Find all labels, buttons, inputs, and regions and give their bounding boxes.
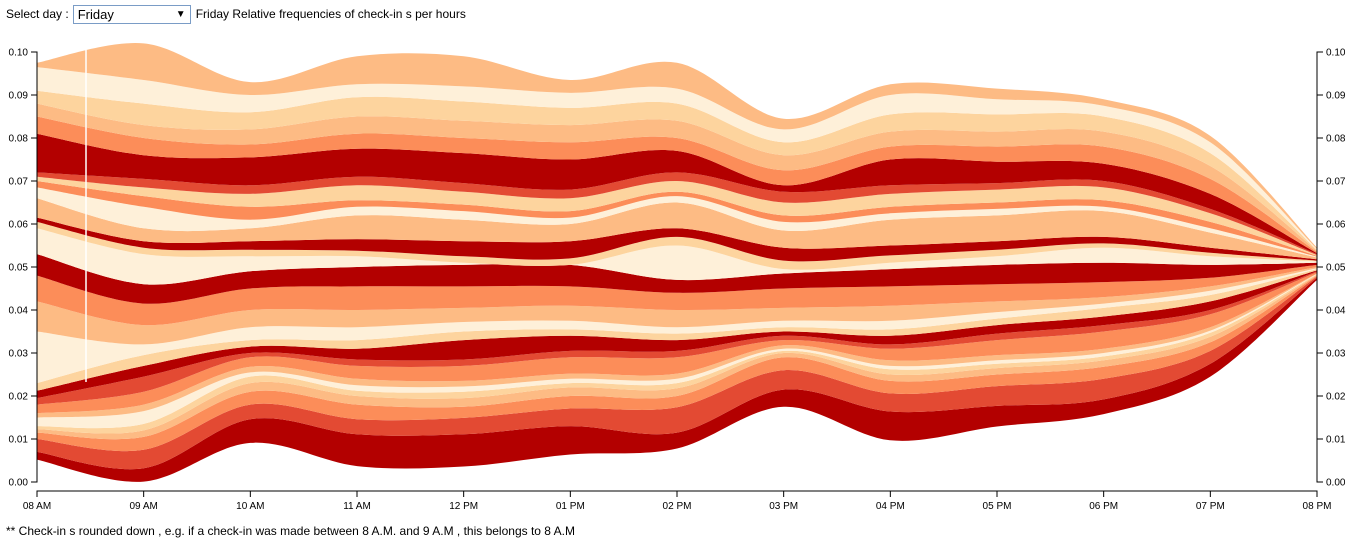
y-tick-label-right: 0.09: [1326, 91, 1346, 102]
stream-layer-13[interactable]: [37, 267, 1317, 345]
x-axis: 08 AM 09 AM 10 AM 11 AM 12 PM 01 PM 02 PM 03 PM…: [23, 490, 1332, 512]
y-tick-label-right: 0.02: [1326, 392, 1346, 403]
stream-layer-7[interactable]: [37, 273, 1317, 418]
y-tick-label-right: 0.07: [1326, 177, 1346, 188]
y-tick-label-right: 0.08: [1326, 134, 1346, 145]
stream-layer-2[interactable]: [37, 276, 1317, 470]
stream-layer-23[interactable]: [37, 172, 1317, 255]
stream-layer-18[interactable]: [37, 217, 1317, 262]
x-tick-label: 05 PM: [983, 501, 1012, 512]
y-tick-label-left: 0.02: [9, 392, 29, 403]
stream-layer-19[interactable]: [37, 198, 1317, 260]
x-tick-label: 04 PM: [876, 501, 905, 512]
y-tick-label-left: 0.09: [9, 91, 29, 102]
stream-layer-4[interactable]: [37, 274, 1317, 440]
dropdown-arrow-icon: ▼: [175, 8, 186, 20]
day-select[interactable]: Friday ▼: [72, 4, 191, 24]
y-tick-label-right: 0.06: [1326, 220, 1346, 231]
y-tick-label-right: 0.00: [1326, 478, 1346, 489]
stream-layer-16[interactable]: [37, 228, 1317, 285]
x-tick-label: 10 AM: [236, 501, 264, 512]
y-tick-label-left: 0.07: [9, 177, 29, 188]
select-day-label: Select day :: [6, 7, 69, 21]
y-tick-label-right: 0.10: [1326, 48, 1346, 59]
y-tick-label-left: 0.00: [9, 478, 29, 489]
y-axis-left: 0.00 0.01 0.02 0.03 0.04 0.05 0.06 0.07 0.08 0.09…: [9, 48, 38, 489]
stream-layer-14[interactable]: [37, 264, 1317, 326]
stream-layer-20[interactable]: [37, 187, 1317, 258]
y-tick-label-left: 0.05: [9, 263, 29, 274]
x-tick-label: 11 AM: [343, 501, 371, 512]
stream-layers: [37, 43, 1317, 482]
stream-layer-22[interactable]: [37, 176, 1317, 256]
footnote: ** Check-in s rounded down , e.g. if a c…: [6, 524, 575, 538]
stream-layer-28[interactable]: [37, 67, 1317, 250]
y-tick-label-right: 0.03: [1326, 349, 1346, 360]
x-tick-label: 08 AM: [23, 501, 51, 512]
y-tick-label-left: 0.06: [9, 220, 29, 231]
x-tick-label: 03 PM: [769, 501, 798, 512]
stream-layer-17[interactable]: [37, 221, 1317, 270]
stream-layer-8[interactable]: [37, 272, 1317, 414]
stream-layer-15[interactable]: [37, 254, 1317, 304]
y-tick-label-left: 0.04: [9, 306, 29, 317]
y-tick-label-left: 0.01: [9, 435, 29, 446]
y-tick-label-right: 0.01: [1326, 435, 1346, 446]
x-tick-label: 06 PM: [1089, 501, 1118, 512]
stream-layer-6[interactable]: [37, 273, 1317, 429]
y-tick-label-right: 0.05: [1326, 263, 1346, 274]
stream-layer-29[interactable]: [37, 43, 1317, 249]
stream-layer-3[interactable]: [37, 275, 1317, 452]
stream-layer-1[interactable]: [37, 277, 1317, 482]
y-tick-label-left: 0.03: [9, 349, 29, 360]
y-tick-label-left: 0.08: [9, 134, 29, 145]
stream-layer-24[interactable]: [37, 133, 1317, 255]
y-tick-label-right: 0.04: [1326, 306, 1346, 317]
stream-layer-5[interactable]: [37, 274, 1317, 434]
x-tick-label: 02 PM: [663, 501, 692, 512]
stream-layer-27[interactable]: [37, 90, 1317, 251]
x-tick-label: 08 PM: [1303, 501, 1332, 512]
day-selector-bar: Select day : Friday ▼ Friday Relative fr…: [6, 4, 466, 24]
stream-layer-26[interactable]: [37, 103, 1317, 252]
x-tick-label: 09 AM: [129, 501, 157, 512]
stream-layer-25[interactable]: [37, 116, 1317, 254]
chart-title: Friday Relative frequencies of check-in …: [195, 7, 466, 21]
x-tick-label: 07 PM: [1196, 501, 1225, 512]
day-select-value: Friday: [77, 6, 114, 22]
x-tick-label: 12 PM: [449, 501, 478, 512]
y-tick-label-left: 0.10: [9, 48, 29, 59]
x-tick-label: 01 PM: [556, 501, 585, 512]
y-axis-right: 0.00 0.01 0.02 0.03 0.04 0.05 0.06 0.07 0.08 0.09…: [1316, 48, 1346, 489]
